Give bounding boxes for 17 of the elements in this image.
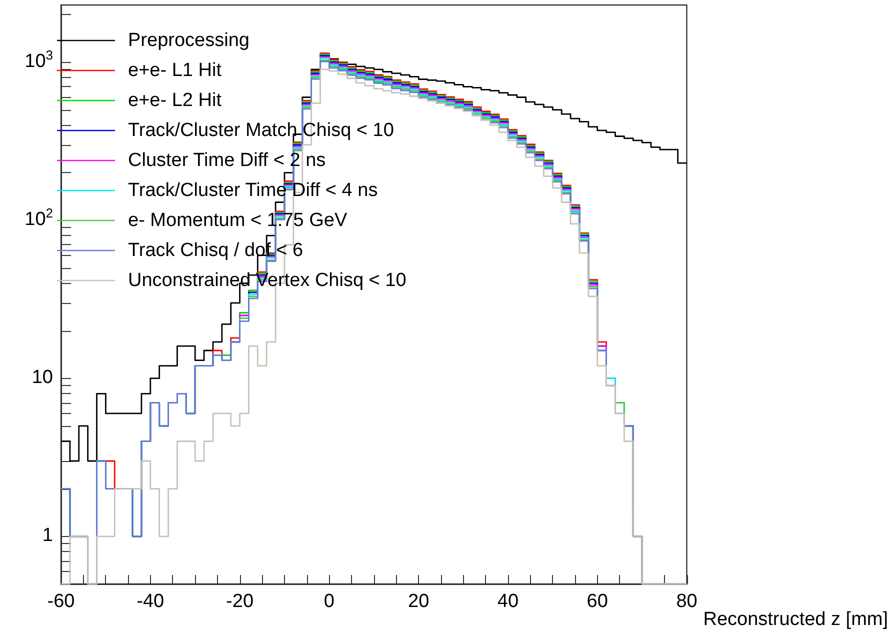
x-tick-label: -40 [136,591,164,612]
x-tick-label: -20 [226,591,254,612]
legend-label: Track/Cluster Match Chisq < 10 [128,120,394,141]
y-tick-label: 10 [32,367,53,390]
x-tick-label: -60 [47,591,75,612]
x-tick-label: 80 [676,591,698,612]
y-tick-label: 10$^{2}$ [24,206,53,232]
legend-label: Preprocessing [128,30,250,51]
x-axis-title: Reconstructed z [mm] [703,609,888,630]
legend-label: e+e- L2 Hit [128,90,222,111]
y-tick-label: 10$^{3}$ [24,48,53,74]
x-tick-label: 40 [497,591,519,612]
y-tick-label: 1 [42,525,53,548]
x-tick-label: 0 [324,591,334,612]
legend-label: e+e- L1 Hit [128,60,222,81]
x-tick-label: 60 [586,591,608,612]
x-tick-label: 20 [408,591,430,612]
